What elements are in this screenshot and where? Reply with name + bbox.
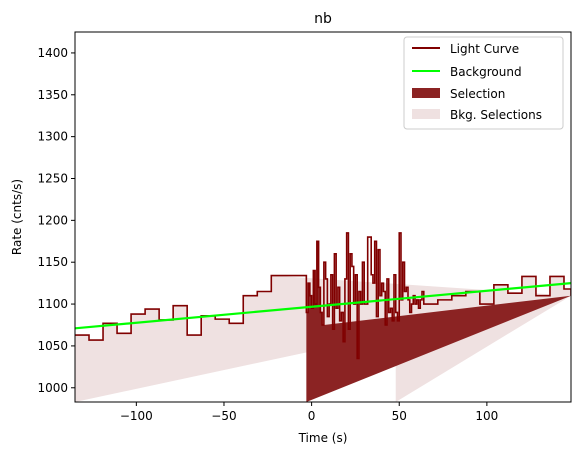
- x-tick-label: 100: [475, 409, 498, 423]
- axes-frame: [74, 31, 572, 403]
- legend-selection-swatch: [412, 88, 440, 98]
- y-tick-label: 1250: [37, 171, 68, 185]
- legend: Light Curve Background Selection Bkg. Se…: [403, 36, 564, 130]
- y-axis: 1000 1050 1100 1150 1200 1250 1300 1350 1400: [37, 46, 75, 395]
- legend-background-label: Background: [450, 65, 522, 79]
- legend-box: [403, 36, 564, 130]
- legend-bkg-selections-swatch: [412, 109, 440, 119]
- y-tick-label: 1400: [37, 46, 68, 60]
- y-tick-label: 1050: [37, 339, 68, 353]
- x-tick-label: 50: [392, 409, 407, 423]
- y-tick-label: 1150: [37, 255, 68, 269]
- x-axis-label: Time (s): [298, 431, 348, 445]
- y-tick-label: 1000: [37, 381, 68, 395]
- y-tick-label: 1300: [37, 130, 68, 144]
- legend-bkg-selections-label: Bkg. Selections: [450, 108, 542, 122]
- plot-layers: [75, 232, 571, 402]
- x-tick-label: −50: [211, 409, 236, 423]
- legend-light-curve-label: Light Curve: [450, 42, 519, 56]
- light-curve-line: [75, 232, 571, 360]
- y-tick-label: 1100: [37, 297, 68, 311]
- y-axis-label: Rate (cnts/s): [10, 179, 24, 255]
- chart-title: nb: [314, 11, 332, 27]
- plot-area: [75, 232, 571, 402]
- x-axis: −100 −50 0 50 100: [120, 402, 498, 423]
- x-tick-label: 0: [308, 409, 316, 423]
- background-line: [75, 282, 571, 330]
- y-tick-label: 1350: [37, 88, 68, 102]
- y-tick-label: 1200: [37, 213, 68, 227]
- legend-selection-label: Selection: [450, 87, 505, 101]
- x-tick-label: −100: [120, 409, 153, 423]
- selection-region: [306, 241, 571, 402]
